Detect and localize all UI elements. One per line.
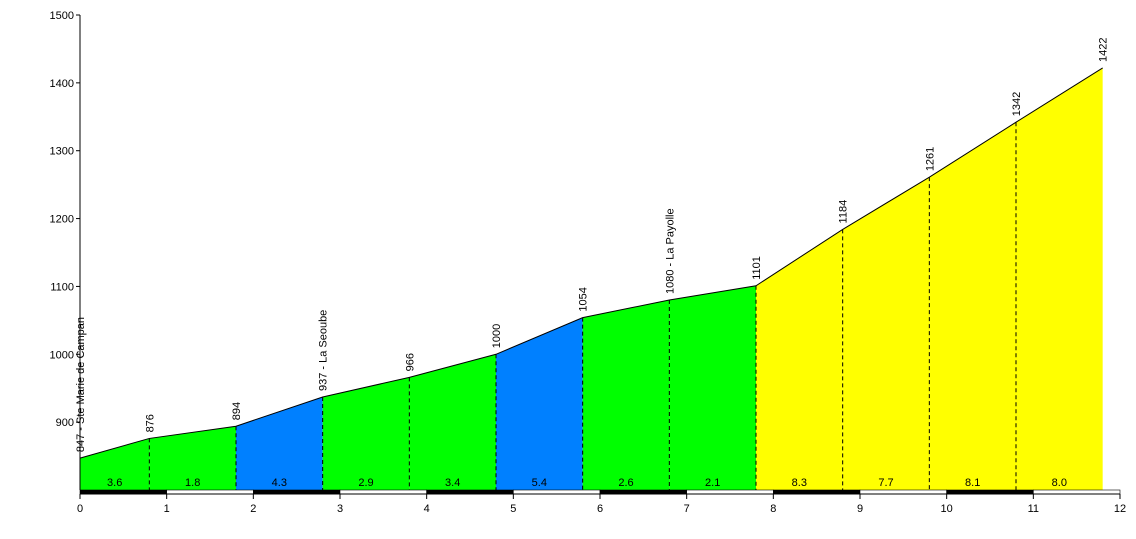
- gradient-labels: 3.6 1.8 4.3 2.9 3.4 5.4 2.6 2.1 8.3 7.7 8.1 8.0: [107, 477, 1067, 489]
- segment-fill-10: [929, 122, 1016, 490]
- y-tick-label: 1300: [50, 146, 74, 158]
- point-label: 1342: [1011, 92, 1023, 116]
- km-bar-segment-4: [426, 489, 514, 495]
- point-label: 1422: [1098, 37, 1110, 61]
- gradient-label: 8.1: [965, 477, 980, 489]
- gradient-label: 2.6: [618, 477, 633, 489]
- km-bar-segment-5: [513, 489, 601, 495]
- x-tick-label: 12: [1114, 503, 1126, 515]
- gradient-label: 3.6: [107, 477, 122, 489]
- x-tick-label: 1: [164, 503, 170, 515]
- segment-fill-1: [149, 426, 236, 490]
- segment-fill-2: [236, 397, 323, 490]
- y-tick-label: 1200: [50, 214, 74, 226]
- segment-fill-0: [80, 438, 150, 490]
- gradient-label: 4.3: [272, 477, 287, 489]
- segment-fill-6: [582, 300, 670, 490]
- gradient-label: 3.4: [445, 477, 460, 489]
- point-labels: 847 - Ste Marie de Campan 876 894 937 - La …: [75, 37, 1110, 452]
- point-label: 1080 - La Payolle: [664, 208, 676, 294]
- point-label: 876: [144, 414, 156, 432]
- x-tick-label: 8: [770, 503, 776, 515]
- point-label: 847 - Ste Marie de Campan: [75, 317, 87, 452]
- y-tick-label: 1100: [50, 281, 74, 293]
- y-tick-label: 1500: [50, 10, 74, 22]
- point-label: 894: [231, 402, 243, 420]
- km-bar-segment-0: [79, 489, 167, 495]
- x-tick-label: 0: [77, 503, 83, 515]
- km-bar-segment-11: [1033, 489, 1121, 495]
- x-tick-label: 10: [941, 503, 953, 515]
- y-tick-label: 900: [56, 417, 74, 429]
- km-bar-segment-2: [253, 489, 341, 495]
- km-scale-bar: [79, 489, 1121, 495]
- x-tick-label: 7: [684, 503, 690, 515]
- x-tick-label: 2: [250, 503, 256, 515]
- segment-fill-9: [842, 177, 930, 490]
- point-label: 966: [404, 353, 416, 371]
- point-label: 1054: [578, 287, 590, 311]
- km-bar-segment-10: [946, 489, 1034, 495]
- gradient-label: 5.4: [532, 477, 547, 489]
- km-bar-segment-9: [859, 489, 947, 495]
- segment-fill-7: [669, 285, 756, 490]
- point-label: 1101: [751, 256, 763, 280]
- segment-fill-4: [409, 354, 496, 490]
- segment-fill-5: [496, 317, 583, 490]
- gradient-label: 8.0: [1052, 477, 1067, 489]
- segment-fill-8: [756, 229, 843, 490]
- x-tick-label: 11: [1028, 503, 1039, 515]
- profile-line: [79, 67, 1103, 459]
- gradient-label: 2.1: [705, 477, 720, 489]
- segment-fills: [80, 67, 1103, 490]
- point-label: 1184: [838, 200, 850, 224]
- y-tick-label: 1400: [50, 78, 74, 90]
- gradient-label: 8.3: [792, 477, 807, 489]
- gradient-label: 7.7: [878, 477, 893, 489]
- km-bar-segment-7: [686, 489, 774, 495]
- segment-fill-11: [1016, 67, 1103, 490]
- km-bar-segment-3: [339, 489, 427, 495]
- x-tick-label: 9: [857, 503, 863, 515]
- x-tick-label: 3: [337, 503, 343, 515]
- segment-fill-3: [322, 377, 410, 490]
- point-label: 1261: [924, 147, 936, 171]
- profile-line-group: [79, 67, 1103, 459]
- km-bar-segment-6: [599, 489, 687, 495]
- km-bar-segment-1: [166, 489, 254, 495]
- y-tick-label: 1000: [50, 349, 74, 361]
- point-label: 1000: [491, 324, 503, 348]
- x-tick-label: 5: [510, 503, 516, 515]
- x-tick-label: 6: [597, 503, 603, 515]
- km-bar-segment-8: [773, 489, 861, 495]
- segment-dividers: [148, 122, 1017, 490]
- gradient-label: 1.8: [185, 477, 200, 489]
- point-label: 937 - La Seoube: [318, 310, 330, 391]
- x-tick-label: 4: [424, 503, 430, 515]
- gradient-label: 2.9: [358, 477, 373, 489]
